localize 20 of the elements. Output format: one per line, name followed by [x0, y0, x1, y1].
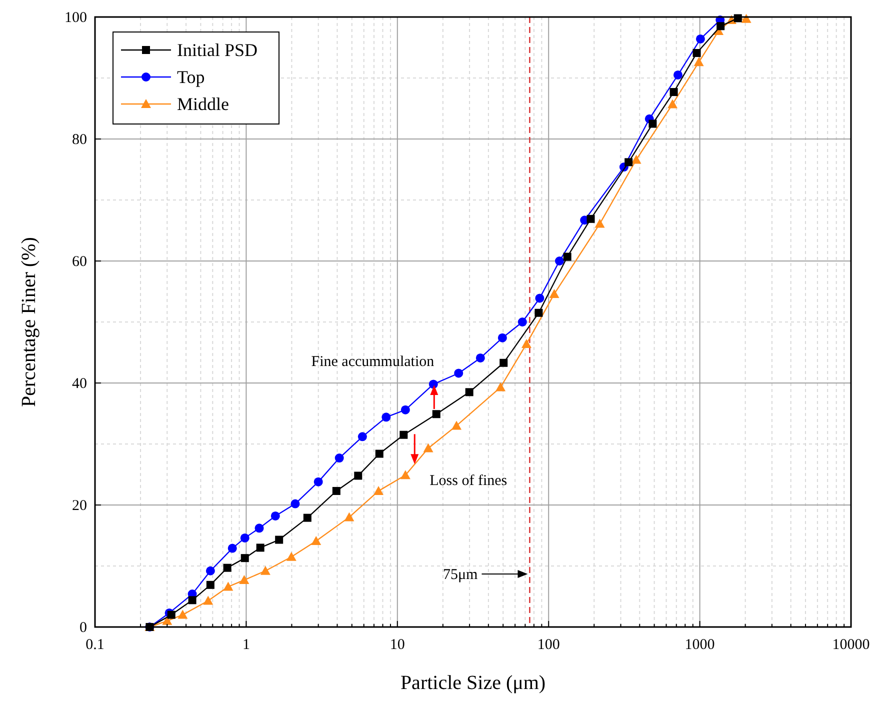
y-tick-label: 60 [72, 254, 87, 270]
x-tick-label: 10 [390, 637, 405, 653]
x-tick-label: 0.1 [86, 637, 104, 653]
x-tick-label: 1 [242, 637, 250, 653]
legend-label: Initial PSD [177, 40, 258, 60]
x-tick-label: 1000 [684, 637, 715, 653]
legend-label: Middle [177, 94, 230, 114]
y-axis-title: Percentage Finer (%) [18, 237, 40, 407]
y-tick-label: 0 [80, 620, 87, 636]
annotation: Fine accummulation [311, 354, 435, 370]
ref-line-label: 75μm [442, 567, 478, 583]
x-tick-label: 100 [537, 637, 560, 653]
x-tick-label: 10000 [832, 637, 870, 653]
legend-label: Top [177, 67, 205, 87]
y-tick-label: 40 [72, 376, 87, 392]
y-tick-label: 100 [64, 10, 87, 26]
y-tick-label: 20 [72, 498, 87, 514]
annotation: Loss of fines [430, 473, 508, 490]
x-axis-title: Particle Size (μm) [400, 672, 546, 694]
y-tick-label: 80 [72, 132, 87, 148]
